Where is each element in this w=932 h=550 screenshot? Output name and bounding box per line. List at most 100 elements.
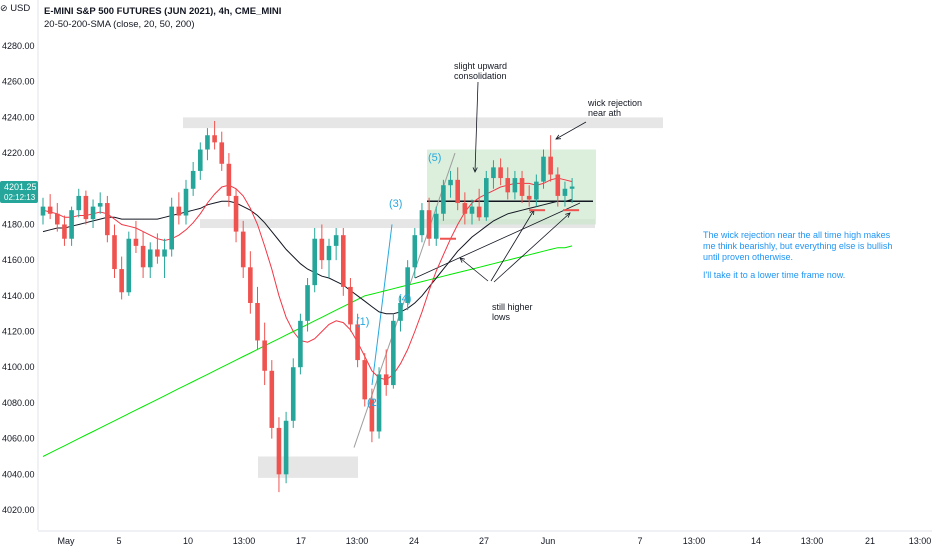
y-tick-label: 4240.00 [2, 112, 35, 122]
annotation-higher-lows-2: lows [492, 312, 511, 322]
trend-line-grey [353, 152, 456, 448]
candle-body [162, 249, 167, 257]
candle-body [47, 206, 53, 214]
x-tick-label: 13:00 [233, 536, 256, 546]
x-tick-label: 5 [116, 536, 121, 546]
candle-body [119, 269, 124, 293]
candle-body [383, 374, 389, 386]
y-tick-label: 4220.00 [2, 148, 35, 158]
candle-body [476, 206, 482, 218]
y-tick-label: 4180.00 [2, 219, 35, 229]
commentary-line-1: The wick rejection near the all time hig… [703, 230, 891, 240]
y-tick-label: 4160.00 [2, 255, 35, 265]
candle-body [519, 178, 525, 196]
candle-body [462, 203, 468, 214]
candle-body [262, 340, 267, 371]
arrow-wick [555, 121, 587, 140]
candle-body [555, 174, 561, 196]
candle-body [455, 179, 460, 204]
candle-body [505, 178, 511, 193]
x-tick-label: 13:00 [909, 536, 932, 546]
candle-body [355, 324, 360, 361]
wave-labels: (1) (2) (3) (4) (5) [356, 152, 441, 409]
candle-body [512, 178, 518, 193]
last-price-badge: 4201.25 02:12:13 [0, 181, 38, 203]
x-tick-label: 13:00 [683, 536, 706, 546]
candle-body [341, 235, 346, 287]
candle-body [398, 302, 403, 321]
candle-body [283, 420, 289, 475]
candle-body [269, 370, 275, 428]
candle-body [83, 195, 89, 220]
candle-body [569, 186, 575, 189]
candle-body [276, 427, 282, 475]
candle-body [69, 210, 74, 239]
candle-body [140, 245, 146, 268]
wave-label-2: (2) [367, 397, 380, 409]
chart-title[interactable]: E-MINI S&P 500 FUTURES (JUN 2021), 4h, C… [44, 6, 282, 17]
y-tick-label: 4020.00 [2, 505, 35, 515]
commentary-line-5: I'll take it to a lower time frame now. [703, 270, 845, 280]
higher-lows-trend [414, 202, 581, 279]
x-tick-label: 13:00 [346, 536, 369, 546]
candle-body [219, 142, 225, 164]
candle-body [541, 156, 546, 182]
candle-body [405, 267, 410, 303]
candle-body [484, 178, 489, 218]
annotation-consolidation-1: slight upward [454, 61, 507, 71]
candle-body [40, 206, 46, 216]
candle-body [333, 235, 339, 246]
candles [40, 120, 575, 493]
annotation-texts: slight upward consolidation wick rejecti… [454, 61, 892, 322]
candle-body [226, 163, 232, 196]
sma50-line [42, 199, 573, 315]
candle-body [548, 156, 553, 175]
time-axis[interactable]: May 5 10 13:00 17 13:00 24 27 Jun 7 13:00 14 13:00 21… [38, 530, 932, 546]
candle-body [419, 210, 425, 236]
consolidation-box [427, 149, 596, 225]
commentary-line-2: me think bearishly, but everything else … [703, 241, 892, 251]
candle-body [448, 179, 453, 186]
annotation-wick-2: near ath [588, 108, 621, 118]
y-tick-label: 4080.00 [2, 398, 35, 408]
y-tick-label: 4040.00 [2, 469, 35, 479]
candle-body [255, 302, 260, 341]
indicator-legend[interactable]: 20-50-200-SMA (close, 20, 50, 200) [44, 19, 195, 30]
x-tick-label: 24 [409, 536, 419, 546]
candle-body [62, 224, 67, 239]
candle-body [105, 203, 110, 236]
candle-body [426, 210, 432, 239]
candle-body [562, 188, 568, 196]
trend-line-blue [371, 224, 393, 386]
y-tick-label: 4280.00 [2, 41, 35, 51]
candle-body [326, 245, 332, 261]
arrow-higher-low-1 [459, 257, 489, 282]
candle-body [240, 231, 246, 268]
arrow-consolidation [474, 81, 479, 173]
annotation-consolidation-2: consolidation [454, 71, 507, 81]
x-tick-label: 10 [183, 536, 193, 546]
candle-body [376, 374, 382, 432]
y-tick-label: 4100.00 [2, 362, 35, 372]
candle-body [491, 167, 496, 179]
candle-body [183, 188, 189, 216]
candle-body [290, 367, 296, 421]
candle-body [112, 235, 117, 270]
candle-body [298, 320, 303, 368]
price-axis[interactable]: 4280.004260.004240.004220.004200.004180.… [2, 0, 39, 530]
candle-body [348, 286, 353, 325]
x-tick-label: 7 [637, 536, 642, 546]
x-tick-label: 27 [479, 536, 489, 546]
candle-body [362, 360, 368, 400]
candle-body [133, 238, 139, 246]
candle-body [441, 185, 446, 214]
zone-1 [183, 117, 663, 129]
candle-body [534, 181, 539, 200]
y-tick-label: 4140.00 [2, 291, 35, 301]
x-tick-label: 21 [865, 536, 875, 546]
y-tick-label: 4060.00 [2, 434, 35, 444]
candle-body [155, 249, 160, 257]
candle-body [76, 195, 82, 211]
candle-body [212, 135, 217, 143]
